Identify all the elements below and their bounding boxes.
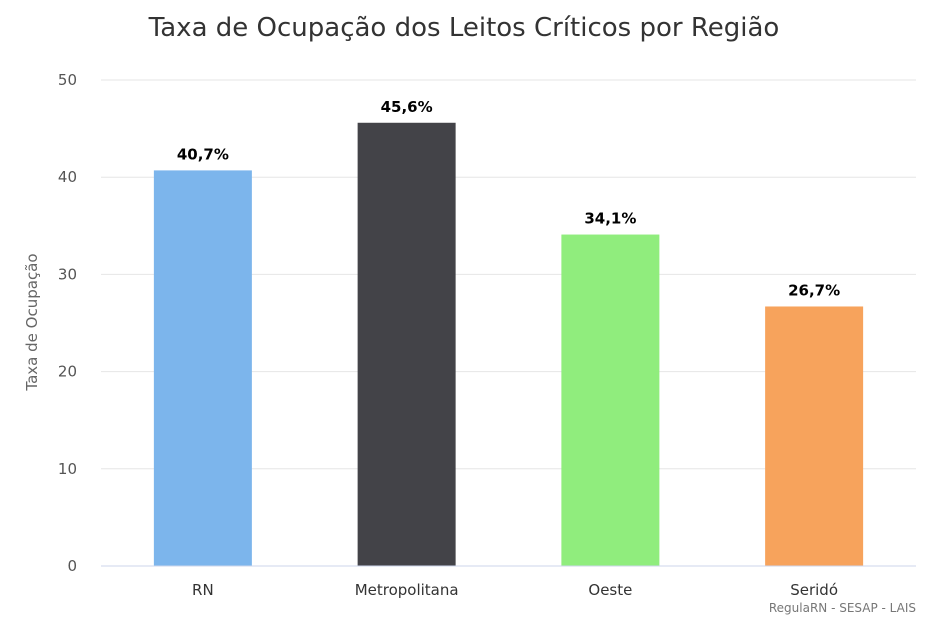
x-axis-labels: RN Metropolitana Oeste Seridó <box>192 581 838 599</box>
chart-title: Taxa de Ocupação dos Leitos Críticos por… <box>148 13 780 43</box>
bar-serid-[interactable] <box>765 306 864 566</box>
y-tick-label: 50 <box>58 71 77 89</box>
bars <box>153 122 864 566</box>
data-label: 40,7% <box>177 145 229 163</box>
data-label: 45,6% <box>381 98 433 116</box>
x-tick-label: Seridó <box>790 581 838 599</box>
bar-rn[interactable] <box>153 170 252 566</box>
data-label: 34,1% <box>584 210 636 228</box>
y-tick-label: 20 <box>58 363 77 381</box>
credits-text: RegulaRN - SESAP - LAIS <box>769 601 916 615</box>
y-tick-label: 10 <box>58 460 77 478</box>
y-tick-label: 0 <box>67 557 77 575</box>
x-tick-label: Oeste <box>588 581 632 599</box>
y-axis-ticks: 0 10 20 30 40 50 <box>58 71 77 575</box>
data-labels: 40,7% 45,6% 34,1% 26,7% <box>177 98 840 300</box>
data-label: 26,7% <box>788 281 840 299</box>
y-tick-label: 30 <box>58 265 77 283</box>
bar-oeste[interactable] <box>561 234 660 566</box>
x-tick-label: RN <box>192 581 214 599</box>
bar-metropolitana[interactable] <box>357 122 456 566</box>
y-axis-title: Taxa de Ocupação <box>23 253 41 391</box>
x-tick-label: Metropolitana <box>355 581 459 599</box>
y-tick-label: 40 <box>58 168 77 186</box>
